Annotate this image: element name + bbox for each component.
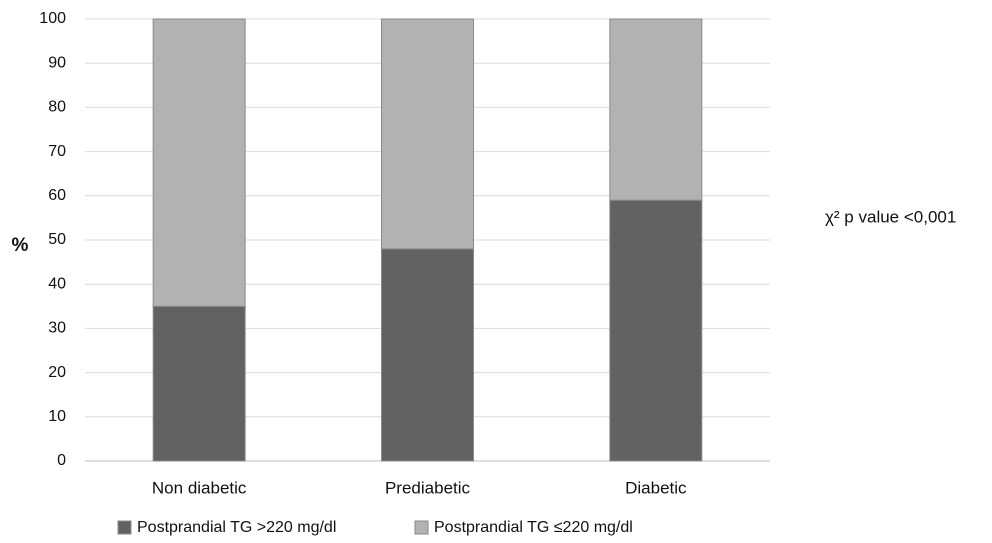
legend-label: Postprandial TG >220 mg/dl (137, 519, 336, 536)
y-axis-label: % (12, 235, 29, 256)
y-tick-label: 70 (48, 143, 66, 160)
bar-segment (609, 18, 703, 201)
x-tick-label: Prediabetic (385, 478, 471, 497)
bars (152, 18, 703, 462)
y-tick-label: 50 (48, 231, 66, 248)
y-tick-label: 20 (48, 364, 66, 381)
y-tick-label: 10 (48, 408, 66, 425)
legend-swatch (117, 520, 132, 535)
y-tick-label: 40 (48, 275, 66, 292)
bar-segment (609, 199, 703, 462)
y-tick-label: 80 (48, 99, 66, 116)
bar-segment (152, 18, 246, 307)
y-tick-label: 90 (48, 54, 66, 71)
legend-swatch (414, 520, 429, 535)
legend: Postprandial TG >220 mg/dl Postprandial T… (117, 519, 633, 536)
x-tick-label: Non diabetic (152, 478, 247, 497)
y-tick-label: 100 (39, 10, 66, 27)
bar-segment (152, 305, 246, 462)
y-tick-label: 0 (57, 452, 66, 469)
y-tick-label: 60 (48, 187, 66, 204)
chi-square-annotation: χ² p value <0,001 (825, 207, 956, 226)
x-tick-label: Diabetic (625, 478, 687, 497)
y-tick-label: 30 (48, 320, 66, 337)
bar-segment (381, 18, 474, 250)
legend-label: Postprandial TG ≤220 mg/dl (434, 519, 633, 536)
x-tick-labels: Non diabetic Prediabetic Diabetic (152, 478, 687, 497)
y-tick-labels: 0 10 20 30 40 50 60 70 80 90 100 (39, 10, 66, 469)
bar-segment (381, 248, 474, 462)
